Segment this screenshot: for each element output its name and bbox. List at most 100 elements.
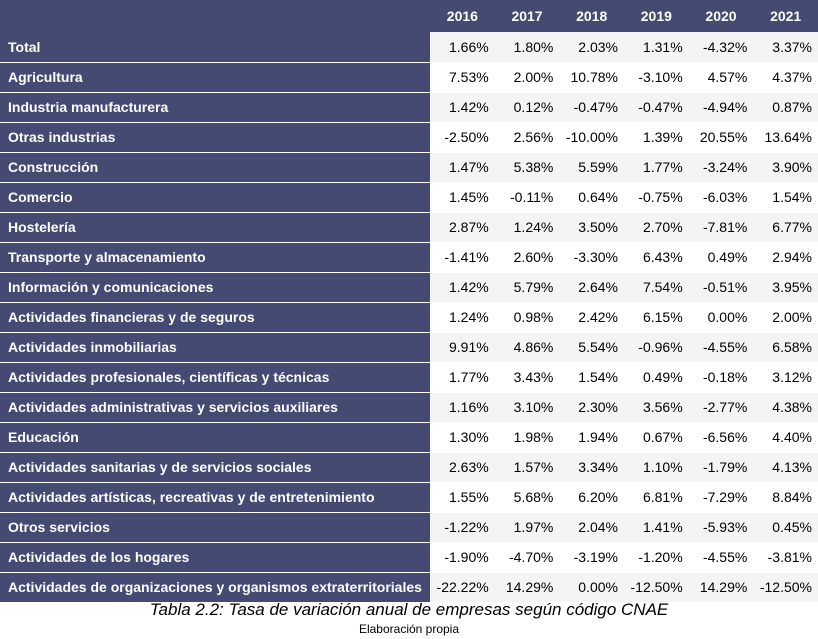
- table-row: Educación 1.30% 1.98% 1.94% 0.67% -6.56% 4.40%: [0, 422, 818, 453]
- table-cell: -4.55%: [688, 332, 754, 363]
- table-cell: 8.84%: [753, 482, 818, 513]
- table-cell: 5.59%: [559, 152, 624, 183]
- table-cell: 2.00%: [494, 62, 560, 93]
- table-cell: 0.12%: [494, 92, 560, 123]
- table-cell: 1.97%: [494, 512, 560, 543]
- column-header: 2016: [430, 0, 495, 32]
- row-label: Construcción: [0, 152, 431, 183]
- table-cell: 1.77%: [624, 152, 689, 183]
- table-cell: 1.30%: [430, 422, 495, 453]
- table-cell: -3.19%: [559, 542, 624, 573]
- table-cell: -22.22%: [430, 572, 495, 603]
- table-cell: -3.81%: [753, 542, 818, 573]
- table-cell: 4.13%: [753, 452, 818, 483]
- table-cell: 3.56%: [624, 392, 689, 423]
- row-label: Industria manufacturera: [0, 92, 431, 123]
- table-row: Construcción 1.47% 5.38% 5.59% 1.77% -3.24% 3.…: [0, 152, 818, 183]
- table-cell: 4.57%: [688, 62, 754, 93]
- row-label: Actividades de organizaciones y organism…: [0, 572, 431, 603]
- table-cell: -0.75%: [624, 182, 689, 213]
- row-label: Actividades administrativas y servicios …: [0, 392, 431, 423]
- column-header: 2021: [753, 0, 818, 32]
- table-cell: 3.90%: [753, 152, 818, 183]
- table-row: Actividades sanitarias y de servicios so…: [0, 452, 818, 483]
- table-cell: 1.41%: [624, 512, 689, 543]
- table-cell: 2.63%: [430, 452, 495, 483]
- table-cell: 4.37%: [753, 62, 818, 93]
- table-cell: 0.45%: [753, 512, 818, 543]
- table-cell: 2.42%: [559, 302, 624, 333]
- table-cell: 3.37%: [753, 32, 818, 63]
- table-cell: -0.47%: [624, 92, 689, 123]
- row-label: Información y comunicaciones: [0, 272, 431, 303]
- table-header: 2016 2017 2018 2019 2020 2021: [0, 0, 818, 32]
- table-row: Hostelería 2.87% 1.24% 3.50% 2.70% -7.81% 6.77…: [0, 212, 818, 243]
- table-cell: 6.77%: [753, 212, 818, 243]
- table-cell: -3.10%: [624, 62, 689, 93]
- table-cell: 2.87%: [430, 212, 495, 243]
- table-cell: -5.93%: [688, 512, 754, 543]
- table-cell: 1.39%: [624, 122, 689, 153]
- table-body: Total 1.66% 1.80% 2.03% 1.31% -4.32% 3.37% Agri…: [0, 32, 818, 603]
- table-cell: 6.43%: [624, 242, 689, 273]
- variation-table: 2016 2017 2018 2019 2020 2021 Total 1.66%…: [0, 0, 818, 603]
- table-cell: 3.12%: [753, 362, 818, 393]
- row-label: Total: [0, 32, 431, 63]
- table-cell: 3.10%: [494, 392, 560, 423]
- table-row: Total 1.66% 1.80% 2.03% 1.31% -4.32% 3.37%: [0, 32, 818, 63]
- table-cell: 1.16%: [430, 392, 495, 423]
- table-cell: 3.34%: [559, 452, 624, 483]
- table-cell: 1.54%: [559, 362, 624, 393]
- table-cell: 9.91%: [430, 332, 495, 363]
- table-cell: -6.56%: [688, 422, 754, 453]
- column-header: 2018: [559, 0, 624, 32]
- row-label: Educación: [0, 422, 431, 453]
- table-cell: 0.67%: [624, 422, 689, 453]
- table-row: Actividades administrativas y servicios …: [0, 392, 818, 423]
- table-cell: 5.79%: [494, 272, 560, 303]
- column-header: 2020: [688, 0, 754, 32]
- table-cell: -1.41%: [430, 242, 495, 273]
- table-source: Elaboración propia: [358, 622, 460, 636]
- table-row: Industria manufacturera 1.42% 0.12% -0.47% -…: [0, 92, 818, 123]
- table-cell: -1.22%: [430, 512, 495, 543]
- row-label: Hostelería: [0, 212, 431, 243]
- table-cell: -0.11%: [494, 182, 560, 213]
- table-cell: -0.18%: [688, 362, 754, 393]
- column-header: 2017: [494, 0, 560, 32]
- table-cell: 1.24%: [494, 212, 560, 243]
- table-cell: -6.03%: [688, 182, 754, 213]
- table-cell: 1.42%: [430, 272, 495, 303]
- table-cell: 7.54%: [624, 272, 689, 303]
- table-cell: 4.40%: [753, 422, 818, 453]
- row-label: Transporte y almacenamiento: [0, 242, 431, 273]
- table-cell: 2.64%: [559, 272, 624, 303]
- table-cell: 2.30%: [559, 392, 624, 423]
- table-cell: 10.78%: [559, 62, 624, 93]
- table-cell: 5.54%: [559, 332, 624, 363]
- row-label: Otras industrias: [0, 122, 431, 153]
- table-cell: 14.29%: [494, 572, 560, 603]
- table-cell: 20.55%: [688, 122, 754, 153]
- table-cell: 1.57%: [494, 452, 560, 483]
- table-row: Otras industrias -2.50% 2.56% -10.00% 1.39% 2…: [0, 122, 818, 153]
- column-header: 2019: [624, 0, 689, 32]
- table-cell: 1.55%: [430, 482, 495, 513]
- table-cell: 0.64%: [559, 182, 624, 213]
- table-cell: 6.15%: [624, 302, 689, 333]
- table-cell: 14.29%: [688, 572, 754, 603]
- table-cell: 1.10%: [624, 452, 689, 483]
- table-row: Actividades de organizaciones y organism…: [0, 572, 818, 603]
- table-cell: -1.20%: [624, 542, 689, 573]
- data-table-container: 2016 2017 2018 2019 2020 2021 Total 1.66%…: [0, 0, 818, 603]
- table-cell: 6.81%: [624, 482, 689, 513]
- row-label: Actividades artísticas, recreativas y de…: [0, 482, 431, 513]
- table-cell: -7.29%: [688, 482, 754, 513]
- table-cell: 1.94%: [559, 422, 624, 453]
- table-cell: -10.00%: [559, 122, 624, 153]
- table-row: Actividades profesionales, científicas y…: [0, 362, 818, 393]
- table-row: Actividades de los hogares -1.90% -4.70% -3…: [0, 542, 818, 573]
- table-cell: 1.47%: [430, 152, 495, 183]
- row-label: Comercio: [0, 182, 431, 213]
- table-cell: 3.95%: [753, 272, 818, 303]
